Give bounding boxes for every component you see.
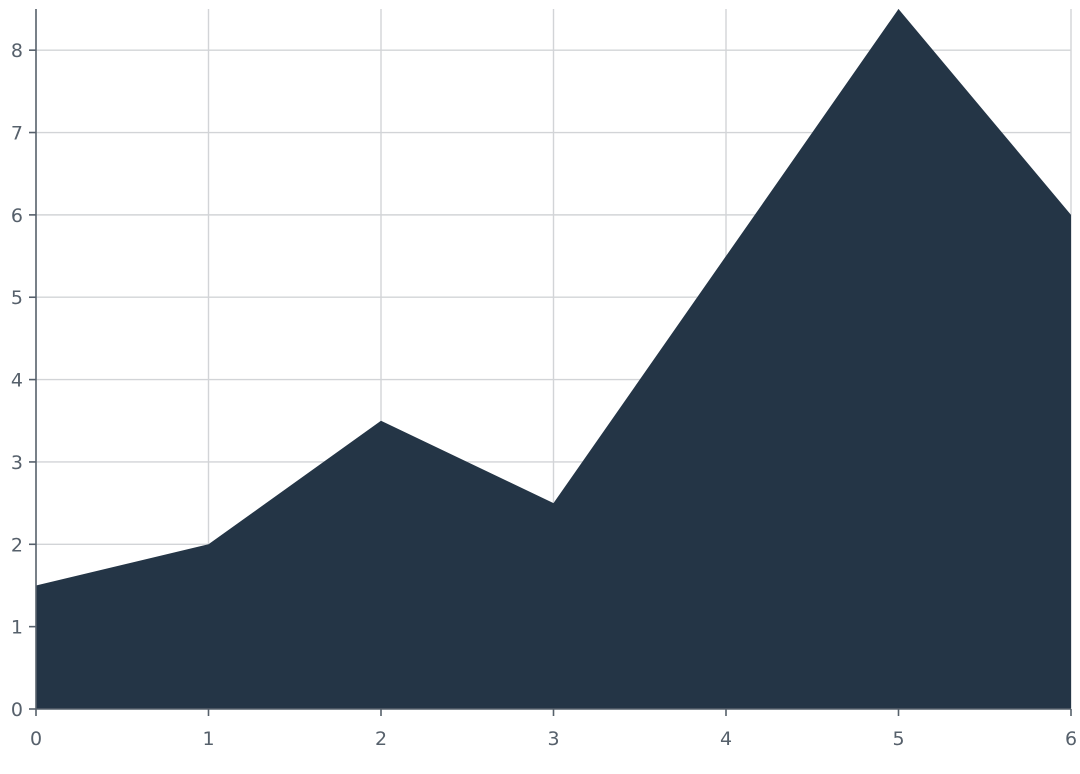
y-axis-ticks: 0 1 2 3 4 5 6 7 8: [11, 40, 36, 721]
y-tick-label: 8: [11, 40, 23, 62]
x-tick-label: 6: [1065, 728, 1077, 750]
x-tick-label: 3: [547, 728, 559, 750]
x-tick-label: 5: [892, 728, 904, 750]
x-tick-label: 4: [720, 728, 732, 750]
y-tick-label: 0: [11, 699, 23, 721]
area-series-fill: [36, 9, 1071, 709]
x-tick-label: 1: [202, 728, 214, 750]
x-tick-label: 0: [30, 728, 42, 750]
y-tick-label: 2: [11, 534, 23, 556]
x-axis-ticks: 0 1 2 3 4 5 6: [30, 709, 1077, 750]
y-tick-label: 3: [11, 452, 23, 474]
y-tick-label: 5: [11, 287, 23, 309]
y-tick-label: 6: [11, 205, 23, 227]
y-tick-label: 1: [11, 617, 23, 639]
y-tick-label: 4: [11, 370, 23, 392]
x-tick-label: 2: [375, 728, 387, 750]
y-tick-label: 7: [11, 123, 23, 145]
